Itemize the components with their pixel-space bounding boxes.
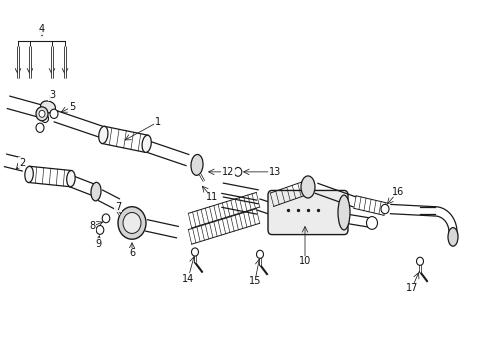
Ellipse shape bbox=[191, 154, 203, 175]
Circle shape bbox=[41, 114, 48, 122]
Text: 14: 14 bbox=[182, 274, 194, 284]
Ellipse shape bbox=[91, 183, 101, 201]
Circle shape bbox=[380, 204, 388, 214]
Circle shape bbox=[366, 217, 377, 229]
Text: 3: 3 bbox=[49, 90, 55, 100]
Circle shape bbox=[39, 110, 45, 117]
Text: 11: 11 bbox=[205, 192, 218, 202]
Circle shape bbox=[50, 109, 58, 118]
Ellipse shape bbox=[25, 166, 33, 183]
Text: 16: 16 bbox=[391, 186, 403, 197]
FancyBboxPatch shape bbox=[267, 190, 347, 235]
Ellipse shape bbox=[142, 135, 151, 152]
Circle shape bbox=[118, 207, 146, 239]
Ellipse shape bbox=[99, 126, 108, 144]
Circle shape bbox=[123, 212, 141, 233]
Text: 13: 13 bbox=[268, 167, 281, 177]
Text: 6: 6 bbox=[129, 248, 135, 258]
Circle shape bbox=[234, 167, 241, 176]
Ellipse shape bbox=[66, 171, 75, 187]
Circle shape bbox=[36, 123, 44, 132]
Text: 5: 5 bbox=[69, 102, 75, 112]
Circle shape bbox=[191, 248, 198, 256]
Ellipse shape bbox=[301, 176, 314, 198]
Text: 15: 15 bbox=[248, 276, 261, 286]
Circle shape bbox=[416, 257, 423, 265]
Text: 12: 12 bbox=[222, 167, 234, 177]
Text: 1: 1 bbox=[155, 117, 161, 127]
Text: 2: 2 bbox=[19, 158, 25, 168]
Ellipse shape bbox=[337, 195, 349, 230]
Circle shape bbox=[96, 225, 103, 234]
Text: 9: 9 bbox=[95, 239, 101, 249]
Circle shape bbox=[36, 107, 48, 121]
Circle shape bbox=[256, 250, 263, 258]
Text: 7: 7 bbox=[115, 202, 121, 212]
Text: 17: 17 bbox=[405, 283, 417, 293]
Text: 10: 10 bbox=[298, 256, 310, 266]
Ellipse shape bbox=[447, 228, 457, 246]
Ellipse shape bbox=[41, 101, 55, 113]
Text: 4: 4 bbox=[39, 24, 45, 34]
Circle shape bbox=[102, 214, 110, 223]
Text: 8: 8 bbox=[89, 221, 95, 231]
